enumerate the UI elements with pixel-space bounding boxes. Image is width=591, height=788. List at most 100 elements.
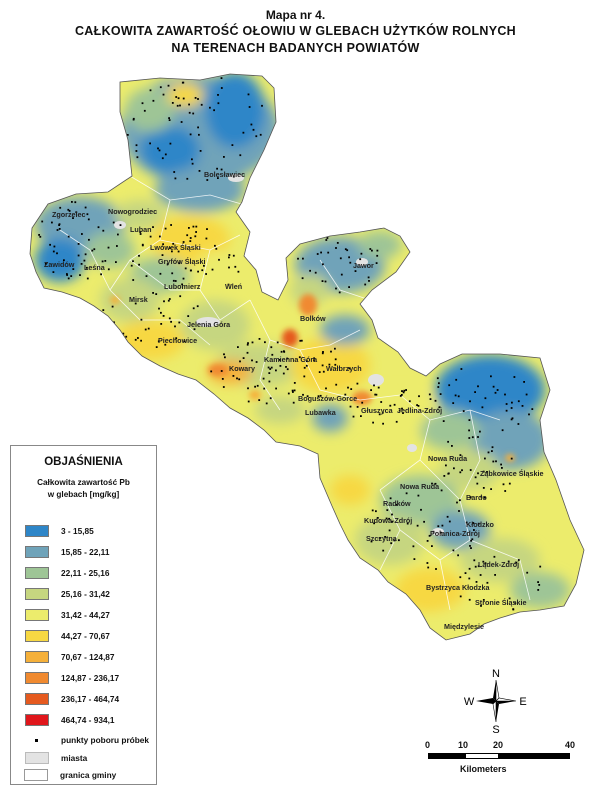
sample-point <box>149 142 151 145</box>
sample-point <box>251 341 254 344</box>
sample-points <box>38 77 542 611</box>
scale-tick: 40 <box>565 740 576 750</box>
compass-s: S <box>492 724 499 734</box>
sample-point <box>195 231 197 233</box>
sample-point <box>490 488 492 490</box>
sample-point <box>152 292 154 294</box>
sample-point <box>459 499 461 502</box>
place-label: Bardo <box>466 493 487 502</box>
sample-point <box>282 372 285 375</box>
sample-point <box>157 147 159 150</box>
sample-point <box>446 515 449 518</box>
sample-point <box>468 577 471 580</box>
legend-swatch <box>24 769 48 781</box>
sample-point <box>462 410 465 412</box>
sample-point <box>291 389 294 392</box>
sample-point <box>438 406 441 409</box>
sample-point <box>248 106 251 108</box>
legend-swatch <box>25 693 49 705</box>
sample-point <box>482 560 485 563</box>
sample-point <box>258 399 261 401</box>
sample-point <box>491 446 494 449</box>
sample-point <box>298 356 301 359</box>
sample-point <box>280 350 283 353</box>
place-label: Bystrzyca Kłodzka <box>426 583 491 592</box>
sample-point <box>531 408 534 410</box>
sample-point <box>356 382 359 385</box>
sample-point <box>303 375 306 378</box>
sample-point <box>140 318 143 321</box>
place-label: Nowa Ruda <box>400 482 440 491</box>
sample-point <box>190 269 192 272</box>
sample-point <box>373 522 375 525</box>
sample-point <box>346 249 349 252</box>
sample-point <box>275 387 277 390</box>
legend-swatch <box>25 609 49 621</box>
sample-point <box>178 321 181 324</box>
legend-panel: OBJAŚNIENIA Całkowita zawartość Pb w gle… <box>10 445 157 785</box>
sample-point <box>224 356 226 359</box>
sample-point <box>334 358 337 361</box>
sample-point <box>316 253 319 255</box>
sample-point <box>169 247 172 249</box>
sample-point <box>141 243 144 246</box>
sample-point <box>348 367 351 370</box>
sample-point <box>400 394 403 396</box>
legend-class: 22,11 - 25,16 <box>25 567 155 581</box>
sample-point <box>297 257 299 260</box>
sample-point <box>457 395 460 398</box>
legend-swatch <box>25 525 49 537</box>
sample-point <box>399 395 402 397</box>
sample-point <box>386 509 389 511</box>
sample-point <box>264 341 266 344</box>
sample-point <box>459 454 462 456</box>
sample-point <box>492 460 495 463</box>
sample-point <box>187 315 190 317</box>
sample-point <box>335 287 337 290</box>
legend-swatch <box>25 752 49 764</box>
sample-point <box>487 451 490 454</box>
sample-point <box>443 475 446 477</box>
sample-point <box>135 150 138 152</box>
sample-point <box>49 243 51 246</box>
sample-point <box>160 323 163 325</box>
compass-w: W <box>464 696 475 708</box>
scale-segment <box>465 753 499 759</box>
sample-point <box>258 338 261 340</box>
compass-rose: N S W E <box>464 668 528 736</box>
sample-point <box>58 223 61 226</box>
place-label: Ząbkowice Śląskie <box>480 469 544 478</box>
sample-point <box>481 406 484 409</box>
sample-point <box>440 531 442 534</box>
sample-point <box>482 487 485 489</box>
sample-point <box>135 144 138 147</box>
sample-point <box>322 351 324 353</box>
sample-point <box>484 562 487 565</box>
sample-point <box>41 220 44 223</box>
sample-point <box>63 259 65 262</box>
sample-point <box>211 268 214 271</box>
sample-point <box>293 382 296 384</box>
sample-point <box>303 366 306 369</box>
place-label: Głuszyca <box>361 406 394 415</box>
legend-unit: w glebach [mg/kg] <box>47 490 120 499</box>
sample-point <box>469 400 471 403</box>
sample-point <box>490 375 492 378</box>
sample-point <box>508 597 511 600</box>
sample-point <box>196 305 199 308</box>
place-label: Lubawka <box>305 408 337 417</box>
sample-point <box>116 245 118 247</box>
sample-point <box>174 325 176 328</box>
sample-point <box>364 283 367 286</box>
sample-point <box>239 154 242 157</box>
sample-point <box>86 213 89 216</box>
sample-point <box>181 283 183 286</box>
sample-point <box>371 249 373 252</box>
sample-point <box>175 96 178 98</box>
sample-point <box>451 445 453 447</box>
sample-point <box>328 363 331 366</box>
sample-point <box>79 274 81 276</box>
sample-point <box>525 393 528 396</box>
sample-point <box>539 565 542 568</box>
sample-point <box>356 406 359 408</box>
